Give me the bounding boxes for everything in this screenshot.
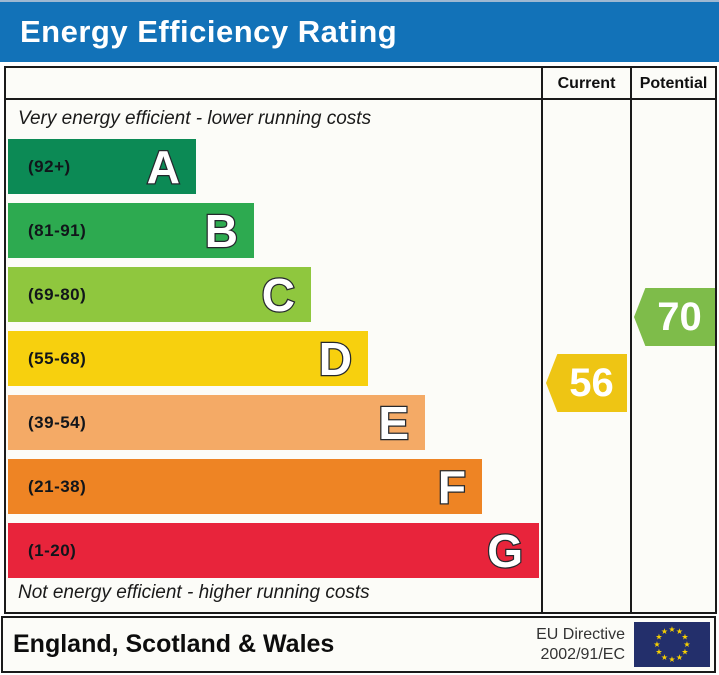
band-row-c: (69-80) C — [8, 267, 311, 322]
potential-rating-arrow: 70 — [634, 288, 715, 346]
rating-bands: (92+) A (81-91) B (69-80) C (55-68) D (3… — [8, 139, 541, 587]
band-range-label: (55-68) — [28, 348, 87, 368]
svg-text:★: ★ — [681, 648, 688, 657]
current-rating-arrow: 56 — [546, 354, 627, 412]
svg-text:★: ★ — [681, 633, 688, 642]
band-letter: B — [204, 204, 240, 257]
band-range-label: (69-80) — [28, 284, 87, 304]
band-row-a: (92+) A — [8, 139, 196, 194]
svg-text:★: ★ — [655, 633, 662, 642]
band-letter: F — [437, 460, 468, 513]
svg-text:★: ★ — [668, 625, 675, 634]
column-divider-current — [541, 68, 543, 612]
band-row-e: (39-54) E — [8, 395, 425, 450]
band-letter: E — [377, 396, 410, 449]
svg-text:★: ★ — [683, 640, 690, 649]
eu-directive-line2: 2002/91/EC — [540, 645, 625, 663]
footer: England, Scotland & Wales EU Directive 2… — [1, 616, 716, 673]
title-bar: Energy Efficiency Rating — [0, 0, 719, 62]
band-range-label: (81-91) — [28, 220, 87, 240]
band-letter: C — [261, 268, 297, 321]
svg-text:★: ★ — [653, 640, 660, 649]
band-range-label: (21-38) — [28, 476, 87, 496]
band-letter: D — [318, 332, 354, 385]
svg-text:★: ★ — [661, 653, 668, 662]
band-row-d: (55-68) D — [8, 331, 368, 386]
band-row-b: (81-91) B — [8, 203, 254, 258]
region-label: England, Scotland & Wales — [13, 630, 335, 658]
band-range-label: (39-54) — [28, 412, 87, 432]
band-row-g: (1-20) G — [8, 523, 539, 578]
band-letter: G — [486, 524, 524, 577]
eu-directive-line1: EU Directive — [536, 625, 625, 643]
svg-text:★: ★ — [676, 653, 683, 662]
eu-flag-icon: ★ ★ ★ ★ ★ ★ ★ ★ ★ ★ ★ ★ — [634, 622, 710, 667]
page-title: Energy Efficiency Rating — [20, 14, 398, 49]
band-row-f: (21-38) F — [8, 459, 482, 514]
column-header-potential: Potential — [639, 75, 708, 92]
table-header-row: Current Potential — [6, 68, 715, 100]
svg-text:★: ★ — [655, 648, 662, 657]
bottom-note: Not energy efficient - higher running co… — [18, 582, 370, 603]
band-letter: A — [146, 140, 182, 193]
eu-directive-label: EU Directive 2002/91/EC — [536, 625, 625, 665]
band-range-label: (92+) — [28, 156, 71, 176]
svg-text:★: ★ — [661, 627, 668, 636]
svg-text:★: ★ — [668, 655, 675, 664]
column-divider-potential — [630, 68, 632, 612]
top-note: Very energy efficient - lower running co… — [18, 108, 372, 129]
svg-text:★: ★ — [676, 627, 683, 636]
band-range-label: (1-20) — [28, 540, 77, 560]
column-header-current: Current — [557, 75, 616, 92]
rating-table: Current Potential Very energy efficient … — [4, 66, 717, 614]
